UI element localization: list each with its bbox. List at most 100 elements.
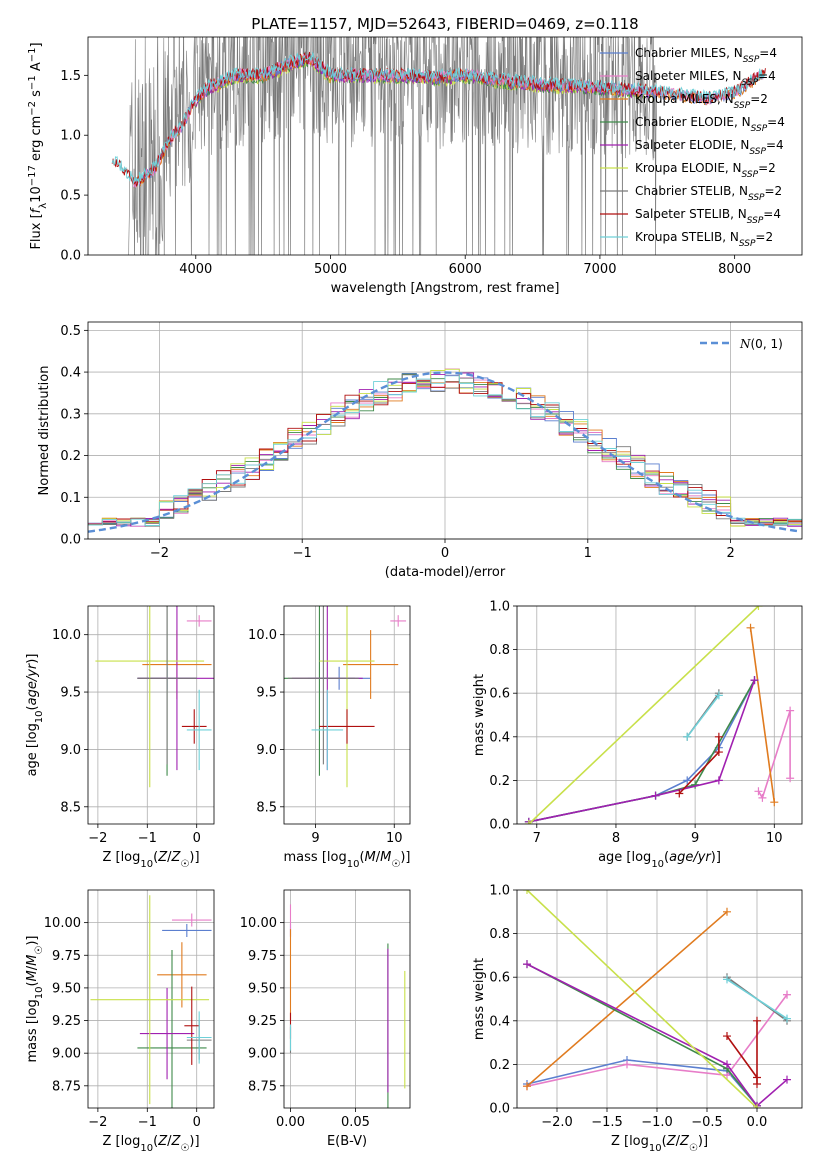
panel-mass-vs-ebv: 0.00 0.05 8.75 9.00 9.25 9.50 9.75 10.00 E(B-V) (240, 889, 411, 1149)
x-tick-label: 8000 (718, 262, 751, 277)
y-tick-label: 9.00 (52, 1047, 81, 1062)
x-axis-label: Z [log10(Z/Z☉)] (102, 850, 199, 870)
series-line (757, 710, 791, 800)
axes-frame (87, 321, 803, 540)
y-tick-label: 0.2 (60, 449, 81, 464)
series-line (526, 890, 758, 1108)
y-tick-label: 0.5 (60, 189, 81, 204)
x-axis-label: (data-model)/error (385, 565, 506, 580)
legend-entry: Kroupa ELODIE, NSSP=2 (635, 161, 776, 180)
y-tick-label: 9.25 (52, 1014, 81, 1029)
errorbar-kroupa-stelib (186, 689, 212, 771)
series-line (726, 1020, 758, 1084)
y-tick-label: 0.1 (60, 491, 81, 506)
observed-spectrum (128, 37, 657, 255)
x-tick-label: 7 (533, 831, 541, 846)
x-tick-label: −1.0 (641, 1115, 673, 1130)
series-line (526, 911, 728, 1087)
errorbar-chabrier-miles (162, 923, 212, 937)
legend-entry: Chabrier MILES, NSSP=4 (635, 46, 777, 65)
y-tick-label: 9.0 (256, 743, 277, 758)
panel-spectrum: 4000 5000 6000 7000 8000 0.0 0.5 1.0 1.5 waveleng… (27, 36, 803, 296)
errorbar-kroupa-miles (343, 630, 399, 699)
y-tick-label: 0.8 (489, 927, 510, 942)
series-point (524, 820, 533, 824)
errorbar-salpeter-miles (186, 615, 212, 627)
series-kroupa-miles (746, 623, 779, 807)
errorbar-kroupa-stelib (186, 1011, 212, 1064)
series-kroupa-elodie (523, 890, 761, 1108)
legend-entry: Kroupa MILES, NSSP=2 (635, 92, 768, 111)
normal-curve (88, 371, 800, 533)
series-salpeter-stelib (723, 1016, 761, 1089)
x-tick-label: 4000 (179, 262, 212, 277)
series-point (523, 890, 531, 894)
series-point (723, 1032, 731, 1041)
axes-frame (87, 36, 803, 256)
series-point (523, 1082, 531, 1091)
panel-mass-vs-Z: −2 −1 0 8.75 9.00 9.25 9.50 9.75 10.00 Z [log10(Z… (25, 889, 215, 1154)
x-tick-label: 0.0 (747, 1115, 768, 1130)
plot-area (523, 890, 791, 1108)
errorbar-salpeter-miles (390, 615, 407, 627)
axes-frame (87, 889, 215, 1109)
x-tick-label: −1 (138, 831, 157, 846)
x-axis-label: Z [log10(Z/Z☉)] (102, 1134, 199, 1154)
y-tick-label: 8.5 (256, 800, 277, 815)
series-kroupa-stelib (723, 975, 791, 1023)
series-point (683, 776, 692, 785)
panel-age-vs-mass: 9 10 8.5 9.0 9.5 10.0 mass [log10(M/M☉)] (248, 605, 411, 870)
series-point (714, 732, 723, 741)
legend-entry: Chabrier ELODIE, NSSP=4 (635, 115, 785, 134)
series-point (753, 1080, 761, 1089)
series-line (528, 679, 756, 823)
x-tick-label: −1.5 (591, 1115, 623, 1130)
legend-entry: Salpeter STELIB, NSSP=4 (635, 207, 781, 226)
y-tick-label: 10.00 (44, 916, 81, 931)
axes-frame (283, 605, 411, 825)
y-tick-label: 9.25 (248, 1014, 277, 1029)
series-kroupa-miles (523, 907, 731, 1091)
x-tick-label: 7000 (583, 262, 616, 277)
x-tick-label: 10 (386, 831, 403, 846)
series-chabrier-elodie (523, 960, 761, 1108)
y-tick-label: 0.2 (489, 1058, 510, 1073)
y-tick-label: 0.0 (60, 249, 81, 264)
plot-area (95, 606, 214, 788)
series-point (754, 787, 763, 796)
legend-entry: Salpeter MILES, NSSP=4 (635, 69, 776, 88)
y-tick-label: 9.50 (248, 981, 277, 996)
series-line (528, 679, 756, 823)
x-tick-label: 2 (726, 546, 734, 561)
y-tick-label: 0.4 (489, 1014, 510, 1029)
x-tick-label: 1 (584, 546, 592, 561)
x-axis-label: mass [log10(M/M☉)] (284, 850, 411, 870)
y-tick-label: 0.5 (60, 324, 81, 339)
series-point (753, 1104, 761, 1108)
legend-entry: N(0, 1) (739, 337, 783, 351)
x-axis-label: age [log10(age/yr)] (598, 850, 721, 870)
series-point (723, 975, 731, 984)
x-tick-label: −0.5 (691, 1115, 723, 1130)
series-point (783, 1014, 791, 1023)
axes-frame (516, 889, 803, 1109)
y-tick-label: 0.6 (489, 971, 510, 986)
errorbar-salpeter-miles (172, 913, 212, 927)
errorbar-salpeter-stelib (184, 986, 200, 1065)
histogram-kroupa-stelib (88, 375, 802, 527)
model-spectrum-kroupa-stelib (111, 50, 766, 184)
panel-age-vs-Z: −2 −1 0 8.5 9.0 9.5 10.0 Z [log10(Z/Z☉)] age [lo… (25, 605, 215, 870)
y-tick-label: 0.4 (489, 730, 510, 745)
legend: Chabrier MILES, NSSP=4 Salpeter MILES, NS… (600, 46, 785, 249)
x-tick-label: 10 (766, 831, 783, 846)
x-tick-label: 0 (441, 546, 449, 561)
legend: N(0, 1) (700, 337, 783, 351)
y-tick-label: 9.50 (52, 981, 81, 996)
x-axis-label: Z [log10(Z/Z☉)] (611, 1134, 708, 1154)
y-tick-label: 8.75 (52, 1079, 81, 1094)
series-salpeter-miles (754, 706, 795, 802)
plot-area (111, 37, 766, 255)
errorbar-chabrier-stelib (137, 606, 197, 765)
series-point (770, 798, 779, 807)
plot-area (284, 606, 407, 788)
